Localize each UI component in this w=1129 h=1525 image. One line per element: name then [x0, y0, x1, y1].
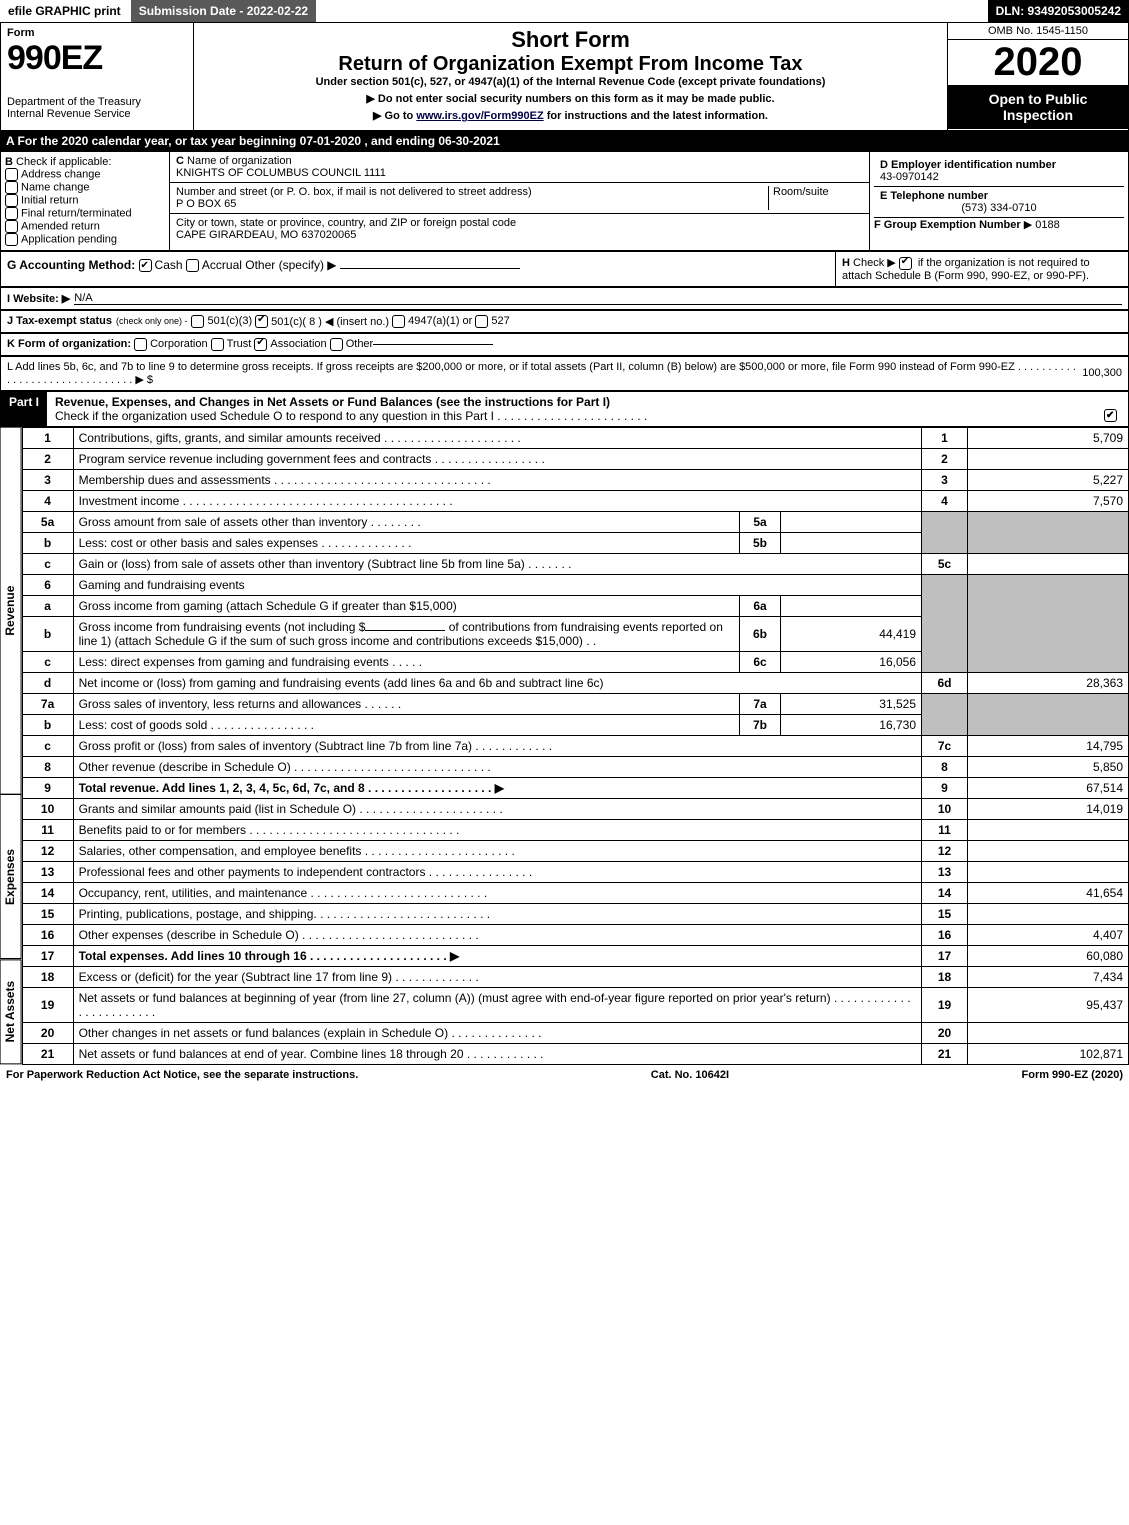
header-right: OMB No. 1545-1150 2020 Open to Public In…	[947, 23, 1128, 130]
form-header: Form 990EZ Department of the Treasury In…	[0, 22, 1129, 131]
row-gh: G Accounting Method: Cash Accrual Other …	[0, 251, 1129, 287]
short-form-title: Short Form	[198, 27, 943, 53]
efile-label[interactable]: efile GRAPHIC print	[0, 0, 131, 22]
dept-label: Department of the Treasury	[7, 96, 187, 108]
submission-date: Submission Date - 2022-02-22	[131, 0, 318, 22]
org-city: CAPE GIRARDEAU, MO 637020065	[176, 229, 356, 241]
side-netassets: Net Assets	[0, 959, 22, 1064]
chk-corp[interactable]	[134, 338, 147, 351]
footer-right: Form 990-EZ (2020)	[1022, 1069, 1123, 1081]
chk-527[interactable]	[475, 315, 488, 328]
form-number: 990EZ	[7, 39, 187, 78]
open-inspection: Open to Public Inspection	[948, 85, 1128, 129]
chk-cash[interactable]	[139, 259, 152, 272]
tax-year: 2020	[948, 40, 1128, 85]
row-k-org: K Form of organization: Corporation Trus…	[0, 333, 1129, 356]
header-left: Form 990EZ Department of the Treasury In…	[1, 23, 194, 130]
row-i-website: I Website: ▶ N/A	[0, 287, 1129, 310]
col-d: D Employer identification number 43-0970…	[869, 152, 1128, 250]
top-bar: efile GRAPHIC print Submission Date - 20…	[0, 0, 1129, 22]
org-name: KNIGHTS OF COLUMBUS COUNCIL 1111	[176, 167, 386, 179]
phone: (573) 334-0710	[880, 202, 1118, 214]
chk-501c3[interactable]	[191, 315, 204, 328]
irs-label: Internal Revenue Service	[7, 108, 187, 120]
side-revenue: Revenue	[0, 427, 22, 795]
org-address: P O BOX 65	[176, 198, 236, 210]
chk-accrual[interactable]	[186, 259, 199, 272]
header-center: Short Form Return of Organization Exempt…	[194, 23, 947, 130]
gross-receipts: 100,300	[1082, 367, 1122, 379]
lines-table: 1Contributions, gifts, grants, and simil…	[22, 427, 1129, 1065]
chk-final-return[interactable]	[5, 207, 18, 220]
accounting-method: G Accounting Method: Cash Accrual Other …	[1, 252, 835, 286]
row-l-gross: L Add lines 5b, 6c, and 7b to line 9 to …	[0, 356, 1129, 391]
group-exemption: ▶ 0188	[1024, 219, 1060, 231]
h-schedule-b: H Check ▶ if the organization is not req…	[835, 252, 1128, 286]
website-value: N/A	[74, 292, 1122, 305]
dln-label: DLN: 93492053005242	[988, 0, 1129, 22]
under-section: Under section 501(c), 527, or 4947(a)(1)…	[198, 76, 943, 88]
chk-501c[interactable]	[255, 315, 268, 328]
arrow-line-1: ▶ Do not enter social security numbers o…	[198, 92, 943, 105]
row-a-period: A For the 2020 calendar year, or tax yea…	[0, 131, 1129, 151]
chk-4947[interactable]	[392, 315, 405, 328]
chk-schedule-b[interactable]	[899, 257, 912, 270]
part-1-label: Part I	[1, 392, 47, 426]
footer-center: Cat. No. 10642I	[651, 1069, 729, 1081]
chk-address-change[interactable]	[5, 168, 18, 181]
chk-name-change[interactable]	[5, 181, 18, 194]
chk-initial-return[interactable]	[5, 194, 18, 207]
chk-other-org[interactable]	[330, 338, 343, 351]
part-1-body: Revenue Expenses Net Assets 1Contributio…	[0, 427, 1129, 1065]
chk-trust[interactable]	[211, 338, 224, 351]
footer-left: For Paperwork Reduction Act Notice, see …	[6, 1069, 358, 1081]
return-title: Return of Organization Exempt From Incom…	[198, 53, 943, 76]
row-j-status: J Tax-exempt status (check only one) - 5…	[0, 310, 1129, 333]
irs-link[interactable]: www.irs.gov/Form990EZ	[416, 110, 543, 122]
part-1-header: Part I Revenue, Expenses, and Changes in…	[0, 391, 1129, 427]
section-bcdef: B Check if applicable: Address change Na…	[0, 151, 1129, 251]
col-b: B Check if applicable: Address change Na…	[1, 152, 170, 250]
chk-amended[interactable]	[5, 220, 18, 233]
side-expenses: Expenses	[0, 794, 22, 959]
omb-number: OMB No. 1545-1150	[948, 23, 1128, 40]
col-c: C Name of organization KNIGHTS OF COLUMB…	[170, 152, 869, 250]
page-footer: For Paperwork Reduction Act Notice, see …	[0, 1065, 1129, 1085]
chk-schedule-o[interactable]	[1104, 409, 1117, 422]
chk-pending[interactable]	[5, 233, 18, 246]
ein: 43-0970142	[880, 171, 939, 183]
chk-assoc[interactable]	[254, 338, 267, 351]
part-1-title: Revenue, Expenses, and Changes in Net As…	[55, 395, 610, 409]
form-label: Form	[7, 27, 187, 39]
arrow-line-2: ▶ Go to www.irs.gov/Form990EZ for instru…	[198, 109, 943, 122]
room-suite: Room/suite	[768, 186, 863, 210]
